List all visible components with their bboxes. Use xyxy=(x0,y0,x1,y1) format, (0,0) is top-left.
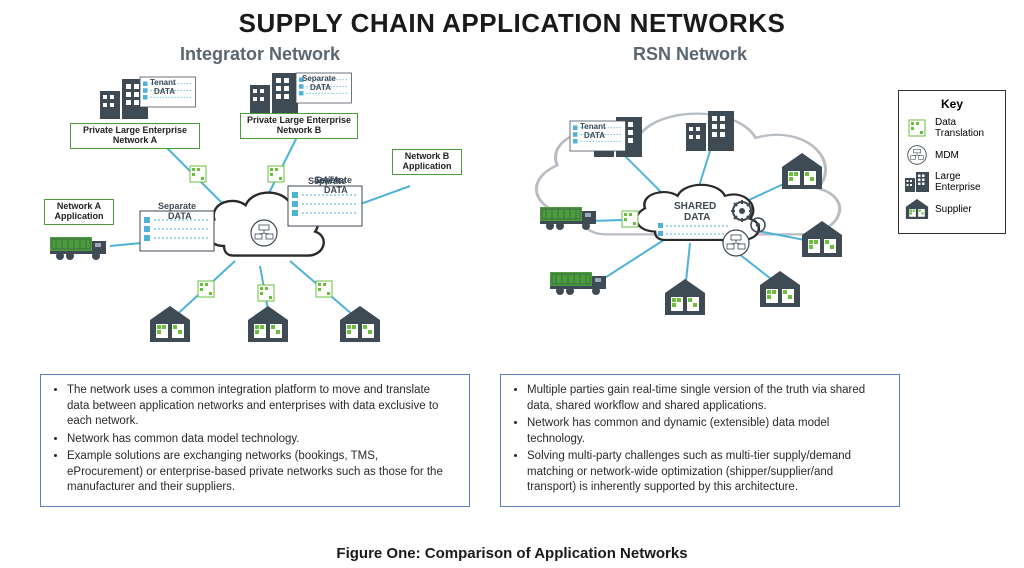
enterprise-icon xyxy=(905,172,929,192)
bullet-item: Network has common and dynamic (extensib… xyxy=(527,416,885,447)
supplier-icon xyxy=(802,221,842,257)
rsn-bullets: Multiple parties gain real-time single v… xyxy=(500,374,900,507)
gear-icon xyxy=(731,200,753,222)
key-row-data-translation: Data Translation xyxy=(905,117,999,139)
label-app-a: Network A Application xyxy=(44,199,114,225)
shared-data-label: SHARED xyxy=(674,201,716,212)
rsn-diagram: SHARED DATA xyxy=(510,71,870,351)
mdm-icon xyxy=(723,230,749,256)
key-label: Supplier xyxy=(935,204,972,215)
shared-data-label: DATA xyxy=(684,212,710,223)
label-app-b: Network B Application xyxy=(392,149,462,175)
bullet-item: Solving multi-party challenges such as m… xyxy=(527,449,885,496)
page-title: SUPPLY CHAIN APPLICATION NETWORKS xyxy=(0,0,1024,39)
supplier-icon xyxy=(665,279,705,315)
data-translation-icon xyxy=(258,285,274,301)
key-label: MDM xyxy=(935,150,959,161)
separate-data-label: Separate xyxy=(314,175,352,185)
bullet-item: The network uses a common integration pl… xyxy=(67,383,455,430)
separate-data-label: DATA xyxy=(324,185,348,195)
separate-data-label: DATA xyxy=(168,211,192,221)
label-net-b: Private Large Enterprise Network B xyxy=(240,113,358,139)
integrator-diagram: Separate DATA Separate DATA Separate DAT… xyxy=(40,71,480,351)
supplier-icon xyxy=(905,199,929,219)
truck-icon xyxy=(550,272,606,295)
integrator-subtitle: Integrator Network xyxy=(40,44,480,65)
tenant-data-label: DATA xyxy=(584,131,605,140)
separate-data-label: Separate xyxy=(302,74,336,83)
bullet-item: Network has common data model technology… xyxy=(67,432,455,448)
bullet-item: Example solutions are exchanging network… xyxy=(67,449,455,496)
data-translation-icon xyxy=(622,211,638,227)
data-translation-icon xyxy=(268,166,284,182)
supplier-icon xyxy=(782,153,822,189)
key-label: Data Translation xyxy=(935,117,999,139)
key-row-supplier: Supplier xyxy=(905,199,999,219)
truck-icon xyxy=(540,207,596,230)
supplier-icon xyxy=(340,306,380,342)
mdm-icon xyxy=(905,145,929,165)
integrator-bullets: The network uses a common integration pl… xyxy=(40,374,470,507)
bullets-row: The network uses a common integration pl… xyxy=(40,374,900,507)
key-title: Key xyxy=(905,97,999,111)
data-translation-icon xyxy=(905,118,929,138)
tenant-data-label: Tenant xyxy=(580,122,606,131)
key-legend: Key Data Translation MDM Large Enterpris… xyxy=(898,90,1006,234)
truck-icon xyxy=(50,237,106,260)
data-translation-icon xyxy=(198,281,214,297)
separate-data-label: DATA xyxy=(310,83,331,92)
columns: Integrator Network xyxy=(0,44,1024,351)
figure-caption: Figure One: Comparison of Application Ne… xyxy=(0,545,1024,562)
separate-data-label: Separate xyxy=(158,201,196,211)
supplier-icon xyxy=(150,306,190,342)
enterprise-icon xyxy=(250,73,298,113)
enterprise-icon xyxy=(686,111,734,151)
supplier-icon xyxy=(760,271,800,307)
tenant-data-label: Tenant xyxy=(150,78,176,87)
rsn-svg: SHARED DATA xyxy=(510,71,870,351)
supplier-icon xyxy=(248,306,288,342)
bullet-item: Multiple parties gain real-time single v… xyxy=(527,383,885,414)
data-translation-icon xyxy=(316,281,332,297)
key-row-enterprise: Large Enterprise xyxy=(905,171,999,193)
tenant-data-label: DATA xyxy=(154,87,175,96)
label-net-a: Private Large Enterprise Network A xyxy=(70,123,200,149)
integrator-column: Integrator Network xyxy=(40,44,480,351)
data-translation-icon xyxy=(190,166,206,182)
rsn-column: RSN Network xyxy=(510,44,870,351)
rsn-subtitle: RSN Network xyxy=(510,44,870,65)
key-row-mdm: MDM xyxy=(905,145,999,165)
key-label: Large Enterprise xyxy=(935,171,999,193)
mdm-icon xyxy=(251,220,277,246)
